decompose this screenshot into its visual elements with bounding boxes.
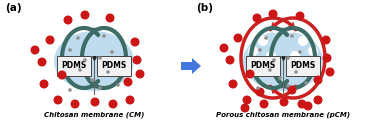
Circle shape — [64, 15, 73, 24]
Circle shape — [256, 26, 266, 36]
Circle shape — [256, 87, 265, 97]
Circle shape — [45, 35, 54, 45]
Circle shape — [298, 36, 308, 46]
Circle shape — [322, 35, 330, 45]
Bar — [286, 56, 320, 76]
Circle shape — [240, 103, 249, 113]
Circle shape — [313, 76, 322, 84]
Circle shape — [248, 46, 258, 56]
Circle shape — [258, 48, 262, 52]
Circle shape — [288, 86, 296, 95]
Circle shape — [304, 102, 313, 110]
Circle shape — [264, 36, 268, 40]
Circle shape — [300, 26, 310, 36]
Circle shape — [279, 98, 288, 106]
Circle shape — [308, 46, 318, 56]
Circle shape — [124, 77, 133, 87]
Circle shape — [68, 48, 72, 52]
Circle shape — [272, 58, 276, 62]
Circle shape — [102, 34, 106, 38]
Circle shape — [105, 14, 115, 23]
Circle shape — [125, 95, 135, 105]
Circle shape — [98, 56, 102, 60]
Circle shape — [260, 99, 268, 109]
Circle shape — [313, 95, 322, 105]
Circle shape — [266, 51, 276, 61]
Circle shape — [106, 70, 110, 74]
Circle shape — [39, 79, 48, 88]
Text: (a): (a) — [5, 3, 22, 13]
Circle shape — [98, 86, 102, 90]
Circle shape — [226, 56, 234, 64]
Circle shape — [286, 84, 290, 88]
Circle shape — [78, 68, 82, 72]
Bar — [57, 56, 91, 76]
Circle shape — [130, 38, 139, 46]
Text: Porous chitosan membrane (pCM): Porous chitosan membrane (pCM) — [216, 111, 350, 118]
Ellipse shape — [243, 31, 323, 91]
Circle shape — [110, 50, 114, 54]
Text: PDMS: PDMS — [101, 61, 127, 71]
Circle shape — [234, 34, 243, 42]
Circle shape — [325, 68, 335, 76]
Ellipse shape — [54, 31, 134, 91]
Text: (b): (b) — [196, 3, 213, 13]
Circle shape — [83, 58, 87, 62]
Circle shape — [37, 57, 46, 67]
Circle shape — [256, 86, 260, 90]
FancyArrow shape — [181, 58, 201, 74]
Circle shape — [76, 36, 80, 40]
Circle shape — [270, 23, 280, 33]
Circle shape — [296, 11, 305, 20]
Circle shape — [71, 99, 79, 109]
Circle shape — [68, 88, 72, 92]
Circle shape — [286, 23, 296, 33]
Circle shape — [297, 99, 307, 109]
Circle shape — [54, 95, 62, 105]
Circle shape — [90, 98, 99, 106]
Bar — [97, 56, 131, 76]
Text: PDMS: PDMS — [290, 61, 316, 71]
Circle shape — [90, 78, 94, 82]
Circle shape — [258, 36, 268, 46]
Circle shape — [220, 44, 228, 53]
Circle shape — [290, 34, 294, 38]
Circle shape — [133, 56, 141, 64]
Circle shape — [268, 68, 272, 72]
Text: PDMS: PDMS — [250, 61, 276, 71]
Circle shape — [268, 10, 277, 19]
Circle shape — [298, 50, 302, 54]
Circle shape — [108, 99, 118, 109]
Circle shape — [253, 14, 262, 23]
Circle shape — [57, 71, 67, 79]
Circle shape — [243, 95, 251, 105]
Circle shape — [31, 45, 39, 54]
Circle shape — [304, 81, 308, 85]
Circle shape — [286, 56, 290, 60]
Bar — [246, 56, 280, 76]
Circle shape — [135, 69, 144, 79]
Circle shape — [278, 76, 282, 80]
Circle shape — [290, 51, 300, 61]
Circle shape — [322, 53, 332, 63]
Circle shape — [116, 83, 120, 87]
Circle shape — [294, 70, 298, 74]
Circle shape — [228, 79, 237, 88]
Text: PDMS: PDMS — [61, 61, 87, 71]
Circle shape — [81, 11, 90, 19]
Circle shape — [245, 69, 254, 79]
Text: Chitosan membrane (CM): Chitosan membrane (CM) — [44, 111, 144, 118]
